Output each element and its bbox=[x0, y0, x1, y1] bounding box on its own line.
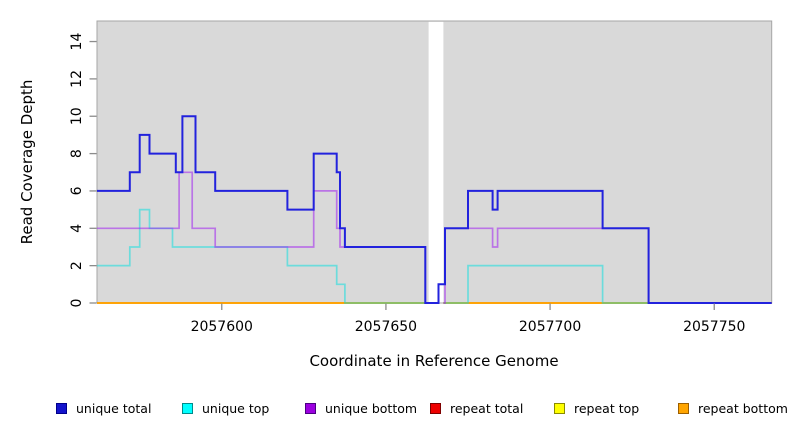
x-tick-label: 2057750 bbox=[683, 319, 745, 335]
legend-label: repeat top bbox=[574, 400, 640, 416]
legend-label: unique top bbox=[202, 400, 270, 416]
legend-swatch-icon bbox=[554, 402, 565, 414]
y-tick-label: 12 bbox=[69, 70, 85, 88]
x-tick-label: 2057650 bbox=[355, 319, 417, 335]
legend-item-unique-bottom: unique bottom bbox=[305, 399, 417, 417]
y-tick-label: 4 bbox=[69, 224, 85, 233]
series-line-unique-total bbox=[97, 115, 772, 304]
legend-item-unique-top: unique top bbox=[182, 399, 269, 417]
masked-region-band bbox=[428, 21, 444, 303]
legend-swatch-icon bbox=[182, 402, 193, 414]
legend-label: unique bottom bbox=[325, 400, 418, 416]
legend-label: repeat bottom bbox=[698, 400, 788, 416]
y-tick-label: 8 bbox=[69, 149, 85, 158]
legend-swatch-icon bbox=[678, 402, 689, 414]
legend-swatch-icon bbox=[56, 402, 67, 414]
y-tick-label: 2 bbox=[69, 261, 85, 270]
legend-swatch-icon bbox=[305, 402, 316, 414]
legend-label: repeat total bbox=[450, 400, 524, 416]
legend-item-repeat-bottom: repeat bottom bbox=[678, 399, 788, 417]
y-axis-title: Read Coverage Depth bbox=[18, 80, 36, 245]
y-tick-label: 14 bbox=[69, 33, 85, 51]
x-tick-label: 2057600 bbox=[191, 319, 253, 335]
legend-swatch-icon bbox=[430, 402, 441, 414]
y-tick-label: 10 bbox=[69, 107, 85, 125]
legend: unique total unique top unique bottom repea… bbox=[56, 399, 788, 417]
series-line-unique-top bbox=[97, 208, 429, 304]
legend-item-unique-total: unique total bbox=[56, 399, 151, 417]
y-tick-label: 6 bbox=[69, 186, 85, 195]
legend-item-repeat-total: repeat total bbox=[430, 399, 523, 417]
x-tick-label: 2057700 bbox=[519, 319, 581, 335]
y-tick-label: 0 bbox=[69, 299, 85, 308]
x-axis-title: Coordinate in Reference Genome bbox=[309, 352, 558, 370]
legend-item-repeat-top: repeat top bbox=[554, 399, 639, 417]
legend-label: unique total bbox=[76, 400, 152, 416]
series-line-unique-top bbox=[443, 264, 772, 304]
